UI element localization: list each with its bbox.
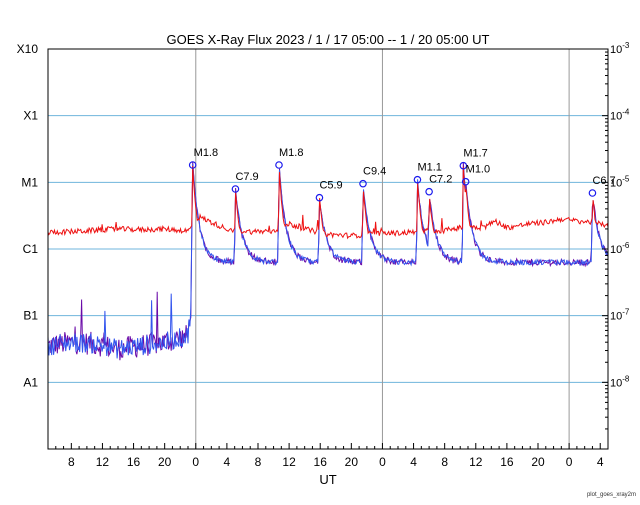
x-axis-label: UT [319,472,336,487]
y-class-label: M1 [21,175,38,189]
right-axis-label: 10-6 [610,241,630,256]
flare-marker [459,161,468,170]
flare-label: C7.2 [429,174,452,186]
y-class-label: X1 [23,109,38,123]
right-axis-label: 10-8 [610,374,630,389]
flare-marker [359,179,367,188]
flare-label: M1.8 [194,147,218,159]
flare-layer: M1.8 C7.9 M1.8 C5.9 C9.4 M1.1C7.2 M1.7 M1.0 C6.7 [188,147,616,202]
series-line-short [47,163,609,359]
flare-marker [315,193,324,202]
series-line-long [47,165,609,240]
footer-credit: plot_goes_xray2m [587,492,636,498]
axes-layer: X10 X1 M1 C1 B1 A1 10-3 10-4 10-5 10-6 10-7 10-8 8 12… [17,41,630,469]
flare-marker [413,175,422,184]
flare-marker [588,189,597,197]
flare-marker [188,161,197,169]
y-class-label: X10 [17,42,39,56]
flare-label: M1.8 [279,147,303,159]
flare-marker [425,187,433,196]
flare-label: M1.0 [466,164,490,176]
x-tick-label: 16 [127,455,141,469]
x-tick-label: 20 [158,455,172,469]
flare-label: C7.9 [235,171,258,183]
series-layer [47,161,609,361]
x-tick-label: 8 [68,455,75,469]
flare-label: C9.4 [363,166,386,178]
flare-label: M1.7 [463,148,487,160]
right-axis-label: 10-3 [610,41,630,56]
flare-marker [275,161,283,169]
chart-title: GOES X-Ray Flux 2023 / 1 / 17 05:00 -- 1… [167,32,490,47]
x-tick-label: 12 [282,455,296,469]
x-tick-label: 20 [345,455,359,469]
y-class-label: A1 [23,375,38,389]
flare-label: M1.1 [417,162,441,174]
grid-layer [48,49,608,449]
y-class-label: C1 [23,242,39,256]
flare-label: C5.9 [319,180,342,192]
x-tick-label: 16 [314,455,328,469]
series-line-short-secondary [494,201,608,268]
flare-marker [231,185,240,193]
x-tick-label: 8 [255,455,262,469]
right-axis-label: 10-4 [610,108,630,123]
x-tick-label: 12 [469,455,483,469]
x-tick-label: 4 [224,455,231,469]
x-tick-label: 12 [96,455,110,469]
right-axis-label: 10-7 [610,308,630,323]
x-tick-label: 8 [441,455,448,469]
x-tick-label: 0 [379,455,386,469]
x-tick-label: 4 [597,455,604,469]
x-tick-label: 0 [566,455,573,469]
y-class-label: B1 [23,309,38,323]
x-tick-label: 16 [500,455,514,469]
x-tick-label: 4 [410,455,417,469]
flare-label: C6.7 [592,175,615,187]
flare-marker [461,177,470,186]
x-tick-label: 20 [531,455,545,469]
series-line-short-secondary [47,161,492,361]
x-tick-label: 0 [192,455,199,469]
right-axis-label: 10-5 [610,174,630,189]
